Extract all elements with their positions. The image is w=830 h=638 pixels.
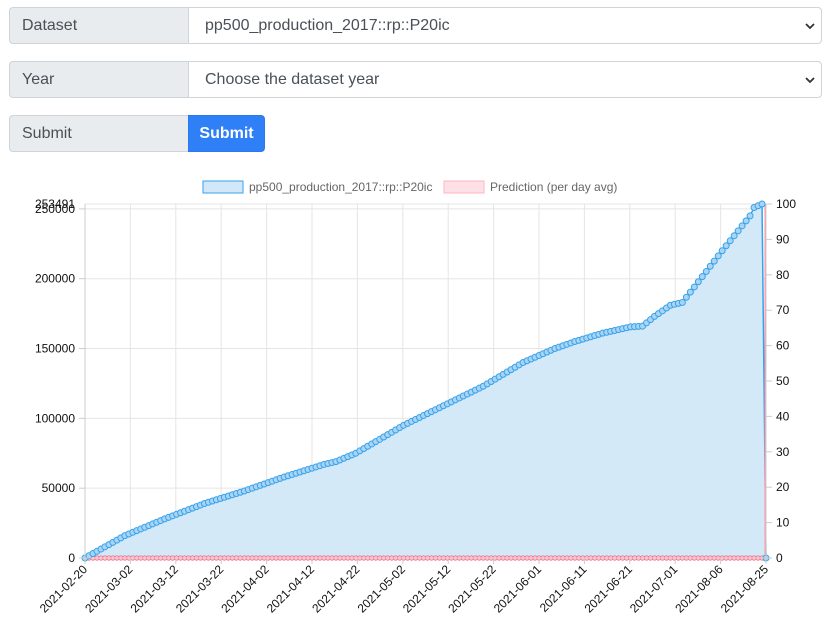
- point-actual: [698, 273, 706, 281]
- x-tick-label: 2021-05-12: [400, 562, 454, 616]
- y-right-tick-label: 80: [776, 268, 790, 282]
- x-tick-label: 2021-07-01: [627, 562, 681, 616]
- y-left-tick-label: 250000: [35, 202, 75, 216]
- year-label: Year: [22, 70, 55, 88]
- dataset-select-value: pp500_production_2017::rp::P20ic: [205, 16, 450, 34]
- x-tick-label: 2021-05-22: [445, 562, 499, 616]
- point-actual: [706, 262, 714, 270]
- point-actual: [682, 293, 690, 301]
- point-actual: [690, 283, 698, 291]
- x-tick-label: 2021-04-22: [309, 562, 363, 616]
- dataset-select[interactable]: pp500_production_2017::rp::P20ic: [188, 7, 822, 44]
- point-actual: [742, 217, 750, 225]
- submit-button[interactable]: Submit: [188, 115, 265, 152]
- point-actual: [758, 200, 766, 208]
- legend-swatch-prediction: [443, 180, 485, 194]
- year-row: Year Choose the dataset year: [9, 61, 822, 98]
- point-actual: [746, 212, 754, 220]
- year-select-value: Choose the dataset year: [205, 70, 380, 88]
- x-tick-label: 2021-04-02: [218, 562, 272, 616]
- x-tick-label: 2021-02-20: [37, 562, 91, 616]
- year-label-box: Year: [9, 61, 188, 98]
- point-actual: [694, 278, 702, 286]
- legend-label-actual: pp500_production_2017::rp::P20ic: [249, 180, 432, 194]
- legend-label-prediction: Prediction (per day avg): [490, 180, 617, 194]
- point-actual: [702, 267, 710, 275]
- point-actual: [714, 252, 722, 260]
- y-right-tick-label: 90: [776, 232, 790, 246]
- y-right-tick-label: 10: [776, 516, 790, 530]
- y-left-tick-label: 0: [68, 551, 75, 565]
- y-right-tick-label: 50: [776, 374, 790, 388]
- chevron-down-icon: [799, 22, 821, 30]
- x-tick-label: 2021-08-06: [672, 562, 726, 616]
- x-tick-label: 2021-03-22: [173, 562, 227, 616]
- legend-swatch-actual: [202, 180, 244, 194]
- y-right-tick-label: 20: [776, 480, 790, 494]
- point-actual: [722, 242, 730, 250]
- point-actual: [678, 298, 686, 306]
- submit-row: Submit Submit: [9, 115, 265, 152]
- x-tick-label: 2021-04-12: [264, 562, 318, 616]
- y-right-tick-label: 40: [776, 409, 790, 423]
- point-actual: [734, 227, 742, 235]
- x-tick-label: 2021-08-25: [718, 562, 772, 616]
- dataset-label: Dataset: [22, 16, 78, 34]
- chart-legend: pp500_production_2017::rp::P20ic Predicti…: [202, 180, 617, 194]
- y-right-tick-label: 70: [776, 303, 790, 317]
- submit-label-box: Submit: [9, 115, 188, 152]
- x-tick-label: 2021-03-02: [82, 562, 136, 616]
- line-chart: pp500_production_2017::rp::P20ic Predicti…: [35, 180, 796, 616]
- y-left-tick-label: 150000: [35, 342, 75, 356]
- point-actual: [726, 237, 734, 245]
- chart-areas: [84, 202, 767, 559]
- y-left-max-label: 253491: [35, 197, 75, 211]
- year-select[interactable]: Choose the dataset year: [188, 61, 822, 98]
- y-right-tick-label: 0: [776, 551, 783, 565]
- x-tick-label: 2021-06-01: [491, 562, 545, 616]
- y-right-tick-label: 60: [776, 339, 790, 353]
- point-actual: [710, 257, 718, 265]
- dataset-label-box: Dataset: [9, 7, 188, 44]
- point-actual: [738, 222, 746, 230]
- y-right-tick-label: 30: [776, 445, 790, 459]
- chevron-down-icon: [799, 76, 821, 84]
- y-left-tick-label: 100000: [35, 411, 75, 425]
- x-tick-label: 2021-05-02: [355, 562, 409, 616]
- point-actual: [718, 247, 726, 255]
- submit-label: Submit: [22, 124, 72, 142]
- point-actual: [730, 232, 738, 240]
- y-left-tick-label: 50000: [42, 481, 76, 495]
- area-actual: [85, 204, 766, 558]
- point-actual: [686, 288, 694, 296]
- x-tick-label: 2021-06-21: [582, 562, 636, 616]
- y-left-tick-label: 200000: [35, 272, 75, 286]
- x-tick-label: 2021-03-12: [128, 562, 182, 616]
- y-right-tick-label: 100: [776, 197, 796, 211]
- dataset-row: Dataset pp500_production_2017::rp::P20ic: [9, 7, 822, 44]
